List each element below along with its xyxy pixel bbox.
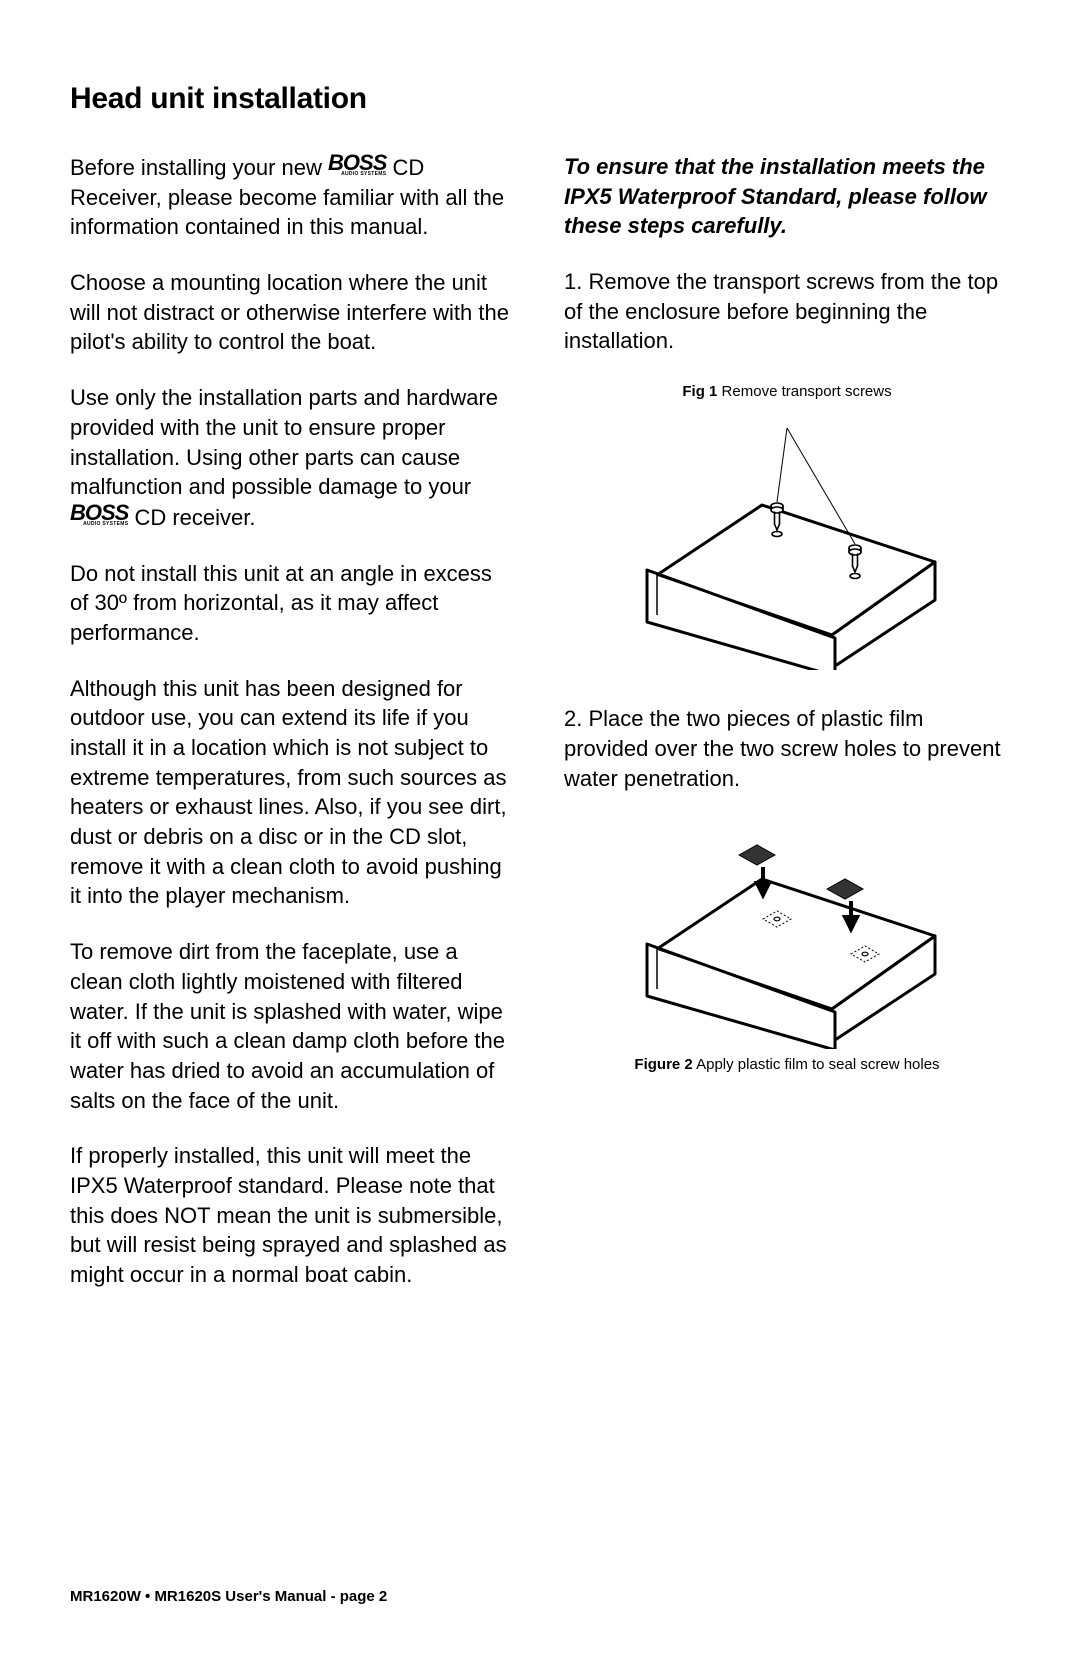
figure-1-label: Fig 1	[682, 383, 717, 400]
figure-1: Fig 1 Remove transport screws	[564, 382, 1010, 670]
left-column: Before installing your new BOSSAUDIO SYS…	[70, 152, 516, 1316]
figure-2-caption: Figure 2 Apply plastic film to seal scre…	[564, 1055, 1010, 1075]
para-angle: Do not install this unit at an angle in …	[70, 559, 516, 648]
para-parts: Use only the installation parts and hard…	[70, 383, 516, 532]
step-2: 2. Place the two pieces of plastic film …	[564, 704, 1010, 793]
content-columns: Before installing your new BOSSAUDIO SYS…	[70, 152, 1010, 1316]
para-outdoor: Although this unit has been designed for…	[70, 674, 516, 912]
figure-2-diagram	[617, 819, 957, 1049]
text: Before installing your new	[70, 155, 328, 180]
para-cleaning: To remove dirt from the faceplate, use a…	[70, 937, 516, 1115]
right-column: To ensure that the installation meets th…	[564, 152, 1010, 1316]
figure-1-caption: Fig 1 Remove transport screws	[564, 382, 1010, 402]
step-1: 1. Remove the transport screws from the …	[564, 267, 1010, 356]
figure-1-diagram	[617, 410, 957, 670]
figure-2: Figure 2 Apply plastic film to seal scre…	[564, 819, 1010, 1075]
boss-logo-icon: BOSSAUDIO SYSTEMS	[328, 152, 386, 177]
para-mounting: Choose a mounting location where the uni…	[70, 268, 516, 357]
figure-2-label: Figure 2	[634, 1056, 692, 1073]
text: CD receiver.	[128, 505, 255, 530]
page-title: Head unit installation	[70, 82, 1010, 116]
text: Use only the installation parts and hard…	[70, 385, 498, 499]
figure-1-text: Remove transport screws	[717, 383, 891, 400]
boss-logo-icon: BOSSAUDIO SYSTEMS	[70, 502, 128, 527]
para-intro: Before installing your new BOSSAUDIO SYS…	[70, 152, 516, 242]
install-note: To ensure that the installation meets th…	[564, 152, 1010, 241]
figure-2-text: Apply plastic film to seal screw holes	[693, 1056, 940, 1073]
page-footer: MR1620W • MR1620S User's Manual - page 2	[70, 1588, 387, 1605]
para-ipx5: If properly installed, this unit will me…	[70, 1141, 516, 1289]
